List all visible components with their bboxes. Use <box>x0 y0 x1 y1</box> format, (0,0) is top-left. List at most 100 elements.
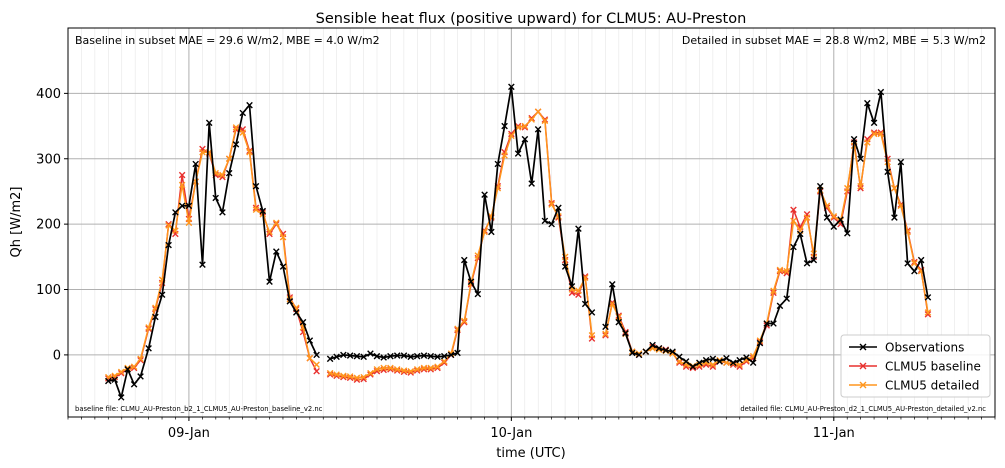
data-point <box>911 267 918 275</box>
data-point <box>259 207 267 215</box>
data-point <box>440 358 448 365</box>
data-point <box>528 116 535 123</box>
data-point <box>844 229 851 237</box>
data-point <box>346 352 354 359</box>
data-point <box>205 119 213 127</box>
data-point <box>776 266 784 274</box>
data-point <box>400 367 408 374</box>
data-point <box>830 223 838 231</box>
data-point <box>608 300 616 308</box>
data-point <box>124 365 131 373</box>
data-point <box>393 352 401 359</box>
data-point <box>367 350 374 357</box>
data-point <box>353 374 361 382</box>
data-point <box>803 260 811 267</box>
data-point <box>225 155 233 163</box>
series-layer <box>105 83 932 401</box>
data-point <box>508 132 515 140</box>
data-point <box>877 88 885 96</box>
data-point <box>488 228 495 236</box>
data-point <box>460 256 468 264</box>
data-point <box>924 309 932 316</box>
data-point <box>130 364 138 372</box>
data-point <box>635 351 643 359</box>
data-point <box>299 318 307 326</box>
data-point <box>790 217 797 225</box>
data-point <box>756 339 764 347</box>
data-point <box>816 182 824 190</box>
data-point <box>326 355 334 363</box>
legend-marker <box>859 362 867 370</box>
data-point <box>367 369 374 377</box>
data-point <box>313 361 320 368</box>
data-point <box>602 323 609 331</box>
data-point <box>246 101 253 109</box>
data-point <box>891 214 898 221</box>
data-point <box>252 182 260 190</box>
data-point <box>192 160 199 168</box>
x-axis-label: time (UTC) <box>496 446 565 461</box>
data-point <box>158 291 166 299</box>
data-point <box>420 364 428 372</box>
data-point <box>541 217 549 225</box>
data-point <box>117 368 125 376</box>
data-point <box>622 330 629 337</box>
data-point <box>467 278 475 285</box>
data-point <box>743 354 750 361</box>
data-point <box>884 168 891 176</box>
data-point <box>387 364 394 372</box>
data-point <box>904 260 911 267</box>
data-point <box>649 341 656 349</box>
data-point <box>514 150 522 157</box>
data-point <box>266 230 273 238</box>
legend-box <box>840 334 991 398</box>
data-point <box>172 227 179 234</box>
data-point <box>534 126 542 133</box>
data-point <box>628 349 636 357</box>
data-point <box>333 353 340 361</box>
data-point <box>501 152 508 159</box>
data-point <box>239 129 247 136</box>
data-point <box>850 135 858 143</box>
series-line <box>329 110 593 379</box>
y-tick-label: 100 <box>36 283 61 298</box>
data-point <box>407 367 415 375</box>
data-point <box>279 263 287 270</box>
data-point <box>239 109 247 117</box>
data-point <box>380 354 387 361</box>
x-tick-label: 09-Jan <box>168 426 210 441</box>
data-point <box>857 184 864 192</box>
data-point <box>528 180 535 187</box>
data-point <box>548 201 555 208</box>
data-point <box>749 359 757 367</box>
data-point <box>702 356 710 364</box>
data-point <box>172 209 179 216</box>
data-point <box>796 230 804 238</box>
data-point <box>635 350 643 357</box>
data-point <box>440 359 448 367</box>
data-point <box>413 352 421 360</box>
data-point <box>615 318 623 326</box>
data-point <box>770 287 777 295</box>
data-point <box>709 361 717 368</box>
data-point <box>561 263 569 270</box>
data-point <box>917 256 925 264</box>
data-point <box>333 371 340 378</box>
series-observations <box>105 83 932 401</box>
data-point <box>447 351 455 359</box>
data-point <box>225 169 233 177</box>
y-tick-label: 200 <box>36 218 61 233</box>
data-point <box>534 108 542 115</box>
data-point <box>548 220 555 228</box>
data-point <box>911 260 918 267</box>
data-point <box>555 204 562 212</box>
data-point <box>676 353 683 361</box>
legend: Observations CLMU5 baseline CLMU5 detailed <box>840 334 991 398</box>
data-point <box>137 355 144 363</box>
legend-label: Observations <box>885 341 964 355</box>
data-point <box>689 363 697 370</box>
data-point <box>588 331 596 339</box>
data-point <box>272 219 280 227</box>
data-point <box>830 212 838 220</box>
data-point <box>353 352 361 360</box>
